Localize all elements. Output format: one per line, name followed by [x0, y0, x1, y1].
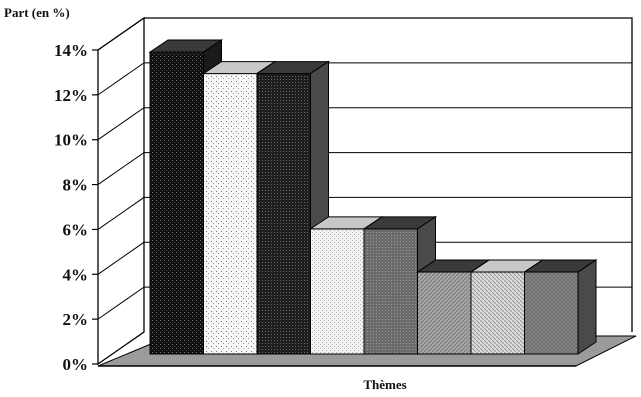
gridline — [97, 17, 632, 51]
y-tick-label: 8% — [63, 176, 89, 195]
bar-front — [310, 228, 365, 355]
y-tick-label: 12% — [54, 86, 88, 105]
bar-front — [256, 73, 311, 355]
gridline — [97, 196, 632, 230]
y-axis-title: Part (en %) — [4, 5, 70, 20]
bar — [522, 259, 598, 355]
gridline — [97, 107, 632, 141]
y-tick-label: 6% — [63, 220, 89, 239]
bar-front — [470, 271, 525, 355]
x-axis-title: Thèmes — [363, 377, 406, 392]
gridline — [97, 62, 632, 96]
gridline — [97, 241, 632, 275]
gridline — [97, 152, 632, 185]
bars — [148, 39, 598, 355]
y-tick-label: 0% — [63, 355, 89, 374]
y-tick-label: 4% — [63, 265, 89, 284]
y-tick-labels: 0% 2% 4% 6% 8% 10% 12% 14% — [54, 41, 98, 374]
bar-front — [524, 271, 579, 355]
bar-side — [577, 259, 597, 355]
bar-front — [363, 228, 418, 355]
y-tick-label: 10% — [54, 131, 88, 150]
bar-front — [417, 271, 472, 355]
y-tick-label: 2% — [63, 310, 89, 329]
y-tick-label: 14% — [54, 41, 88, 60]
bar-front — [149, 51, 204, 355]
bar-front — [203, 73, 258, 355]
